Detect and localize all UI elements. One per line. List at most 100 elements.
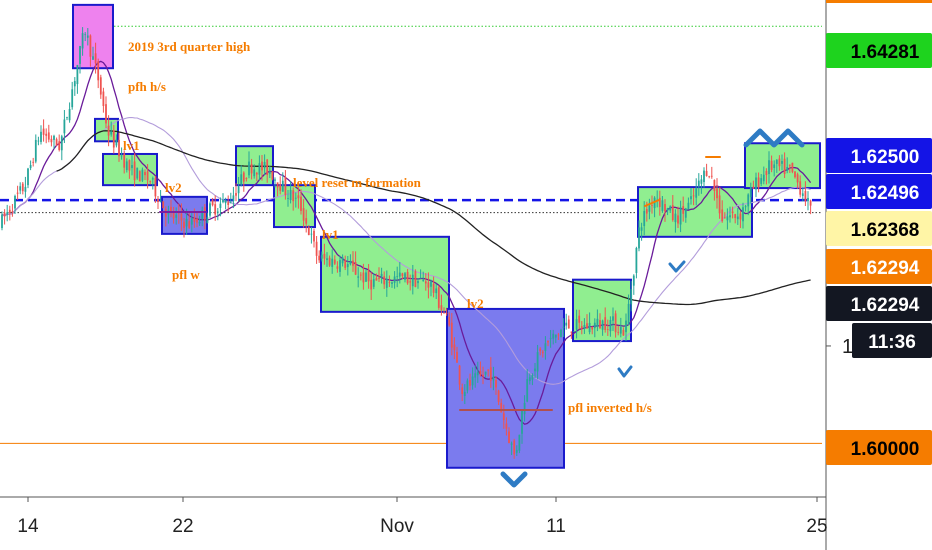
- candle-body: [435, 288, 438, 294]
- candle-body: [515, 449, 518, 453]
- candle-body: [409, 281, 412, 283]
- candle-body: [484, 371, 487, 375]
- candle-body: [240, 174, 243, 185]
- candle-body: [492, 376, 495, 381]
- candle-body: [749, 186, 752, 198]
- candle-body: [271, 171, 274, 180]
- candle-body: [417, 281, 419, 284]
- candle-body: [310, 233, 313, 235]
- candle-body: [476, 371, 479, 376]
- candle-body: [242, 172, 245, 182]
- round-level-badge-bg: [826, 430, 932, 465]
- candle-body: [323, 253, 326, 259]
- candle-body: [180, 213, 183, 221]
- candle-body: [326, 258, 328, 261]
- candle-body: [734, 214, 737, 219]
- level-1-62496-badge: 1.62496: [851, 183, 920, 204]
- candle-body: [692, 195, 695, 197]
- candle-body: [32, 161, 35, 163]
- time-axis[interactable]: 14 22 Nov 11 25: [0, 496, 828, 537]
- candle-body: [469, 380, 471, 386]
- level-1-62500-badge: 1.62500: [851, 147, 920, 168]
- candle-body: [370, 279, 373, 290]
- candle-body: [773, 164, 776, 169]
- candle-body: [500, 402, 503, 413]
- candle-body: [755, 177, 757, 190]
- candle-body: [294, 197, 297, 199]
- candle-body: [632, 275, 635, 286]
- candle-body: [596, 318, 599, 327]
- candle-body: [562, 326, 565, 328]
- candle-body: [669, 206, 672, 211]
- candle-body: [219, 203, 222, 208]
- candle-body: [690, 196, 692, 200]
- candle-body: [66, 116, 68, 118]
- candle-body: [196, 218, 198, 223]
- candle-body: [747, 194, 750, 207]
- candle-body: [281, 180, 284, 192]
- top-edge-marker: [826, 0, 932, 3]
- candle-body: [778, 158, 781, 167]
- candle-body: [112, 130, 115, 148]
- candle-body: [640, 227, 643, 231]
- candle-body: [479, 371, 482, 375]
- candle-body: [762, 174, 765, 182]
- candle-body: [404, 273, 406, 280]
- candle-body: [266, 159, 269, 175]
- candle-body: [318, 255, 321, 261]
- candle-body: [229, 202, 232, 204]
- quarter-high-badge-bg: [826, 33, 932, 68]
- candle-body: [448, 316, 451, 326]
- pfh-hs-label: pfh h/s: [128, 79, 166, 94]
- candle-body: [105, 104, 107, 124]
- candle-body: [788, 164, 791, 166]
- slow-ma-line: [56, 130, 811, 306]
- candle-body: [573, 331, 575, 332]
- candle-body: [695, 188, 698, 198]
- candle-body: [393, 276, 396, 283]
- candle-body: [201, 210, 204, 219]
- candle-body: [609, 320, 612, 332]
- horizontal-levels: [0, 25, 822, 444]
- candle-body: [8, 209, 11, 213]
- candle-body: [333, 259, 336, 264]
- candle-body: [258, 163, 261, 175]
- candle-body: [708, 176, 711, 178]
- candle-body: [700, 179, 703, 184]
- candle-body: [175, 214, 178, 218]
- candle-body: [554, 334, 557, 338]
- candle-body: [604, 317, 607, 330]
- candle-body: [92, 56, 94, 60]
- candle-body: [437, 287, 440, 308]
- candle-body: [55, 139, 58, 146]
- candle-body: [172, 212, 175, 219]
- candle-body: [307, 227, 310, 236]
- candle-body: [99, 77, 102, 95]
- candle-body: [146, 171, 149, 181]
- candle-body: [645, 209, 648, 214]
- orange-price-badge: 1.62294: [851, 258, 920, 279]
- candle-body: [523, 402, 526, 415]
- candle-body: [414, 271, 417, 287]
- candle-body: [617, 331, 620, 333]
- candle-body: [261, 161, 263, 171]
- candle-body: [658, 197, 661, 208]
- candle-body: [53, 135, 55, 140]
- candle-body: [461, 387, 464, 395]
- candle-body: [224, 200, 227, 204]
- candle-body: [237, 186, 240, 194]
- candle-body: [185, 218, 188, 227]
- candle-body: [71, 89, 74, 108]
- candle-body: [440, 305, 443, 310]
- candle-body: [625, 320, 627, 333]
- candle-body: [593, 322, 596, 329]
- candle-body: [190, 218, 193, 225]
- candle-body: [1, 214, 3, 229]
- candle-body: [716, 188, 718, 199]
- candle-body: [141, 169, 144, 181]
- candle-body: [781, 160, 783, 164]
- candle-body: [60, 136, 63, 151]
- candle-body: [354, 262, 357, 275]
- candle-body: [458, 365, 461, 385]
